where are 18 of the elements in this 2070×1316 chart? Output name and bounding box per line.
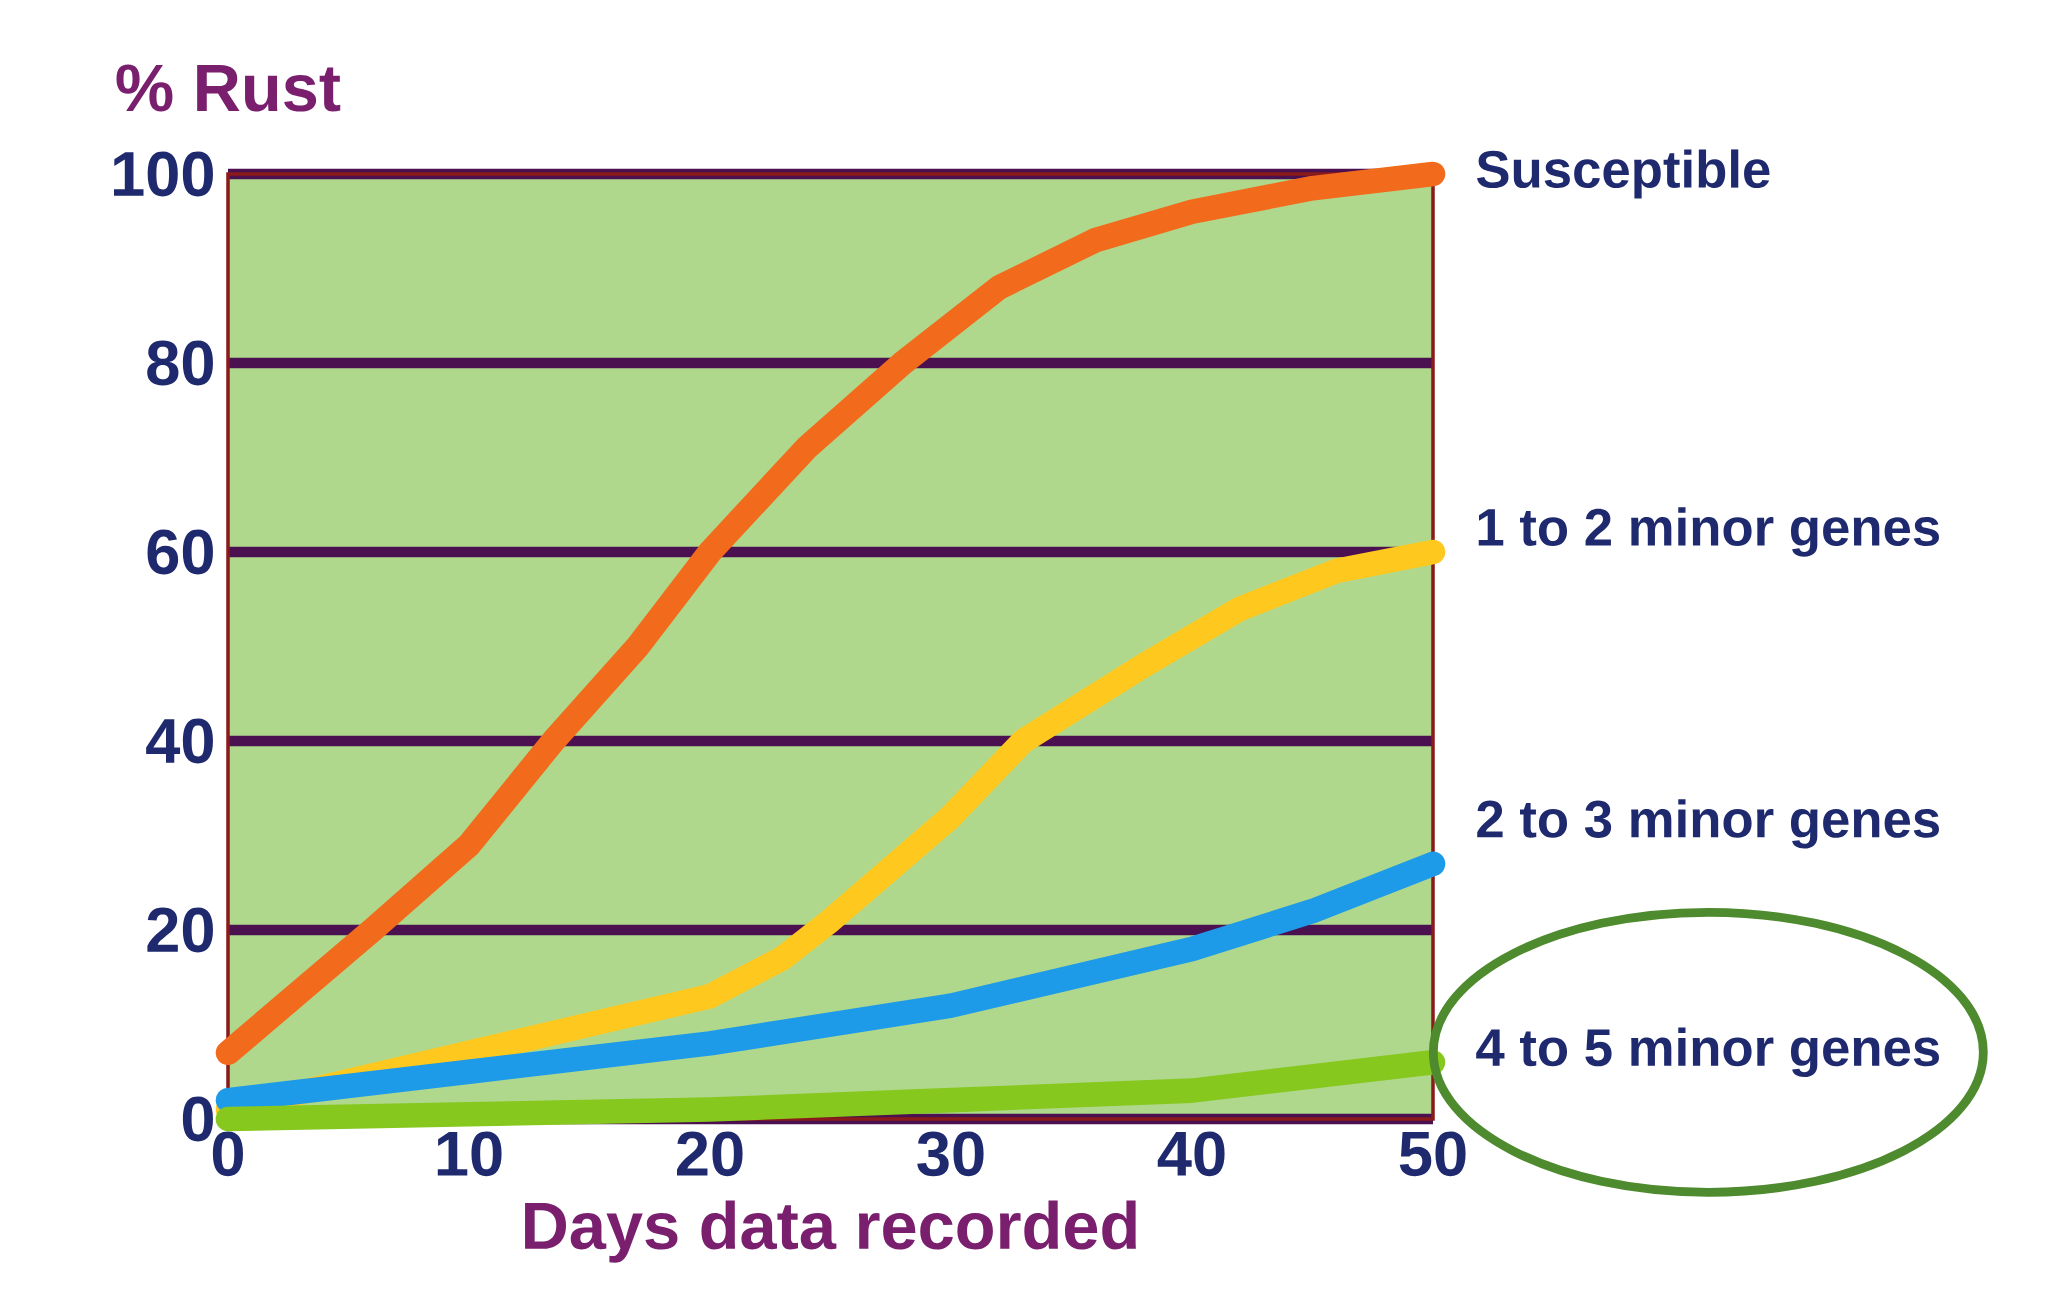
series-label: 2 to 3 minor genes: [1477, 799, 1939, 849]
x-tick-label: 30: [917, 1131, 984, 1177]
x-axis-title: Days data recorded: [525, 1200, 1136, 1263]
y-axis-title: % Rust: [116, 64, 341, 112]
series-label: Susceptible: [1476, 149, 1770, 199]
y-tick-label: 100: [114, 151, 213, 197]
x-tick-label: 40: [1157, 1131, 1225, 1177]
y-tick-label: 20: [147, 907, 213, 953]
y-tick-label: 0: [182, 1096, 213, 1142]
y-tick-label: 40: [146, 718, 213, 764]
series-label: 1 to 2 minor genes: [1478, 507, 1939, 557]
x-tick-label: 0: [212, 1131, 243, 1177]
x-tick-label: 50: [1399, 1131, 1466, 1177]
y-tick-label: 60: [147, 529, 213, 575]
x-tick-label: 20: [677, 1131, 743, 1177]
series-label: 4 to 5 minor genes: [1476, 1027, 1939, 1078]
x-tick-label: 10: [437, 1131, 502, 1177]
y-tick-label: 80: [147, 340, 213, 386]
